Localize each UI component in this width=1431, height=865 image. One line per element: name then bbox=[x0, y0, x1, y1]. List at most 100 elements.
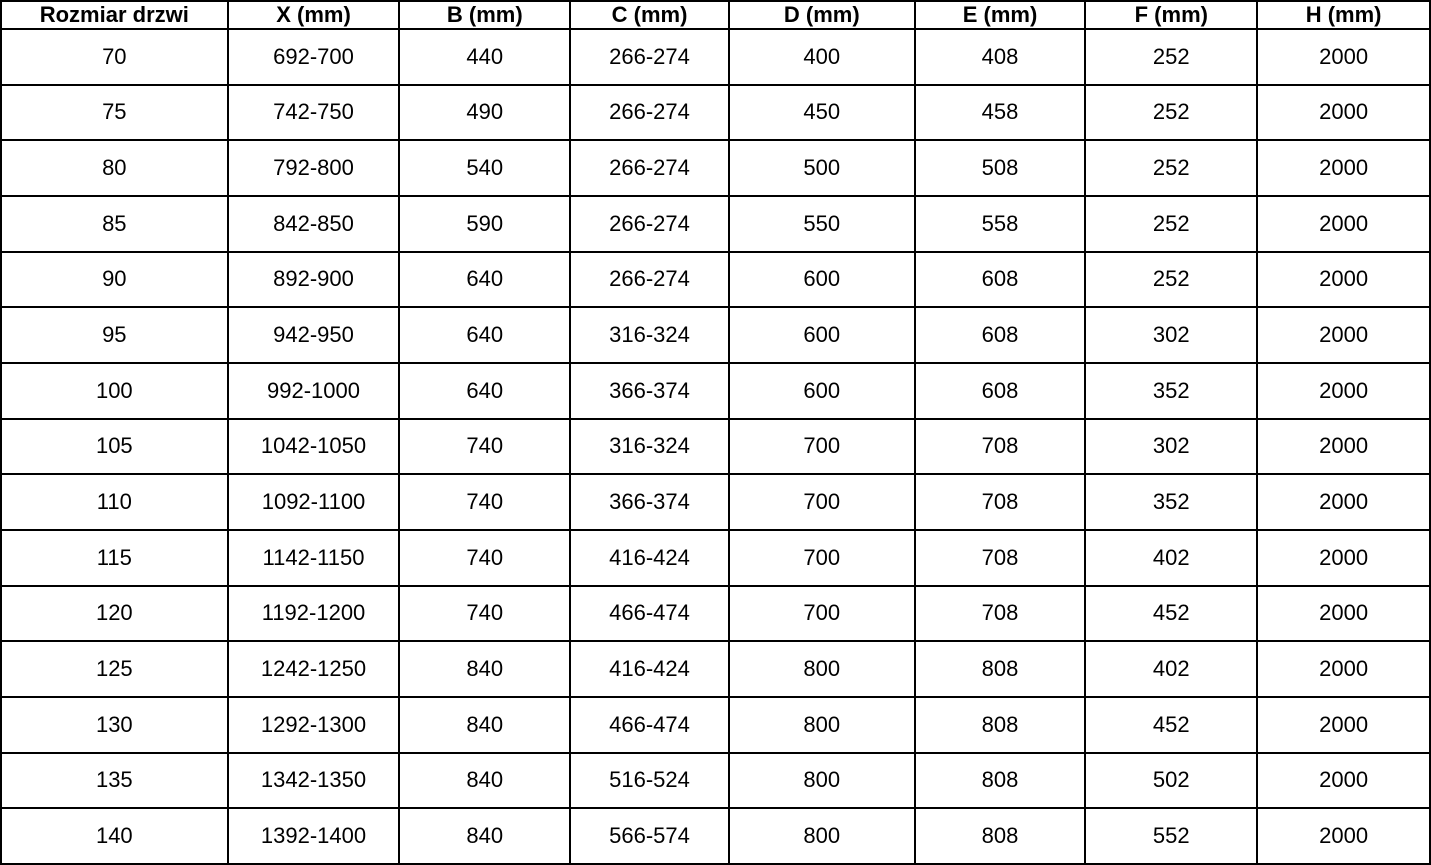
table-cell: 1392-1400 bbox=[226, 807, 401, 865]
table-cell: 840 bbox=[398, 751, 572, 810]
table-cell: 600 bbox=[727, 361, 916, 420]
table-cell: 440 bbox=[398, 28, 572, 86]
table-cell: 1242-1250 bbox=[226, 640, 401, 698]
table-cell: 452 bbox=[1084, 695, 1259, 754]
table-cell: 942-950 bbox=[226, 306, 401, 364]
table-row: 100 992-1000 640 366-374 600 608 352 2000 bbox=[0, 361, 1431, 420]
table-cell: 800 bbox=[727, 807, 916, 865]
table-cell: 608 bbox=[913, 250, 1087, 309]
table-cell: 110 bbox=[0, 473, 229, 531]
table-cell: 700 bbox=[727, 528, 916, 587]
table-cell: 140 bbox=[0, 807, 229, 865]
table-cell: 640 bbox=[398, 250, 572, 309]
table-cell: 266-274 bbox=[569, 194, 730, 253]
table-cell: 540 bbox=[398, 139, 572, 197]
table-cell: 740 bbox=[398, 417, 572, 476]
table-cell: 792-800 bbox=[226, 139, 401, 197]
table-cell: 416-424 bbox=[569, 640, 730, 698]
table-cell: 2000 bbox=[1256, 306, 1431, 364]
table-cell: 708 bbox=[913, 417, 1087, 476]
table-cell: 2000 bbox=[1256, 28, 1431, 86]
table-row: 135 1342-1350 840 516-524 800 808 502 2000 bbox=[0, 751, 1431, 810]
table-cell: 105 bbox=[0, 417, 229, 476]
table-cell: 600 bbox=[727, 250, 916, 309]
table-cell: 708 bbox=[913, 528, 1087, 587]
table-cell: 2000 bbox=[1256, 584, 1431, 643]
column-header: C (mm) bbox=[569, 0, 730, 30]
table-cell: 2000 bbox=[1256, 528, 1431, 587]
table-cell: 302 bbox=[1084, 306, 1259, 364]
table-cell: 640 bbox=[398, 306, 572, 364]
table-cell: 1042-1050 bbox=[226, 417, 401, 476]
table-cell: 252 bbox=[1084, 83, 1259, 142]
table-cell: 740 bbox=[398, 584, 572, 643]
table-cell: 316-324 bbox=[569, 417, 730, 476]
table-cell: 1292-1300 bbox=[226, 695, 401, 754]
table-row: 105 1042-1050 740 316-324 700 708 302 2000 bbox=[0, 417, 1431, 476]
table-cell: 2000 bbox=[1256, 139, 1431, 197]
table-cell: 708 bbox=[913, 584, 1087, 643]
table-cell: 85 bbox=[0, 194, 229, 253]
table-cell: 740 bbox=[398, 528, 572, 587]
table-cell: 302 bbox=[1084, 417, 1259, 476]
table-row: 110 1092-1100 740 366-374 700 708 352 2000 bbox=[0, 473, 1431, 531]
table-cell: 700 bbox=[727, 473, 916, 531]
table-cell: 552 bbox=[1084, 807, 1259, 865]
table-cell: 402 bbox=[1084, 528, 1259, 587]
table-cell: 742-750 bbox=[226, 83, 401, 142]
table-cell: 115 bbox=[0, 528, 229, 587]
table-header: Rozmiar drzwi X (mm) B (mm) C (mm) D (mm) E (… bbox=[0, 0, 1431, 30]
table-cell: 1142-1150 bbox=[226, 528, 401, 587]
table-cell: 508 bbox=[913, 139, 1087, 197]
table-cell: 252 bbox=[1084, 194, 1259, 253]
table-row: 115 1142-1150 740 416-424 700 708 402 2000 bbox=[0, 528, 1431, 587]
table-cell: 452 bbox=[1084, 584, 1259, 643]
table-cell: 600 bbox=[727, 306, 916, 364]
table-cell: 130 bbox=[0, 695, 229, 754]
table-cell: 400 bbox=[727, 28, 916, 86]
column-header: D (mm) bbox=[727, 0, 916, 30]
header-row: Rozmiar drzwi X (mm) B (mm) C (mm) D (mm) E (… bbox=[0, 0, 1431, 30]
table-cell: 590 bbox=[398, 194, 572, 253]
table-cell: 800 bbox=[727, 640, 916, 698]
table-cell: 2000 bbox=[1256, 695, 1431, 754]
table-cell: 516-524 bbox=[569, 751, 730, 810]
table-cell: 402 bbox=[1084, 640, 1259, 698]
column-header: X (mm) bbox=[226, 0, 401, 30]
table-cell: 892-900 bbox=[226, 250, 401, 309]
table-cell: 840 bbox=[398, 807, 572, 865]
table-cell: 566-574 bbox=[569, 807, 730, 865]
table-row: 95 942-950 640 316-324 600 608 302 2000 bbox=[0, 306, 1431, 364]
table-cell: 352 bbox=[1084, 473, 1259, 531]
table-cell: 2000 bbox=[1256, 640, 1431, 698]
table-cell: 800 bbox=[727, 695, 916, 754]
table-cell: 2000 bbox=[1256, 83, 1431, 142]
table-body: 70 692-700 440 266-274 400 408 252 2000 75 742-75… bbox=[0, 28, 1431, 865]
table-cell: 90 bbox=[0, 250, 229, 309]
table-cell: 100 bbox=[0, 361, 229, 420]
table-cell: 2000 bbox=[1256, 361, 1431, 420]
table-cell: 740 bbox=[398, 473, 572, 531]
table-row: 90 892-900 640 266-274 600 608 252 2000 bbox=[0, 250, 1431, 309]
table-cell: 266-274 bbox=[569, 250, 730, 309]
table-row: 80 792-800 540 266-274 500 508 252 2000 bbox=[0, 139, 1431, 197]
table-cell: 1092-1100 bbox=[226, 473, 401, 531]
table-cell: 466-474 bbox=[569, 695, 730, 754]
table-cell: 252 bbox=[1084, 139, 1259, 197]
table-cell: 502 bbox=[1084, 751, 1259, 810]
table-cell: 1342-1350 bbox=[226, 751, 401, 810]
table-cell: 2000 bbox=[1256, 194, 1431, 253]
table-cell: 558 bbox=[913, 194, 1087, 253]
table-row: 70 692-700 440 266-274 400 408 252 2000 bbox=[0, 28, 1431, 86]
table-cell: 640 bbox=[398, 361, 572, 420]
table-row: 120 1192-1200 740 466-474 700 708 452 2000 bbox=[0, 584, 1431, 643]
table-cell: 316-324 bbox=[569, 306, 730, 364]
table-cell: 2000 bbox=[1256, 417, 1431, 476]
table-cell: 266-274 bbox=[569, 83, 730, 142]
table-cell: 95 bbox=[0, 306, 229, 364]
table-cell: 2000 bbox=[1256, 250, 1431, 309]
table-cell: 466-474 bbox=[569, 584, 730, 643]
table-cell: 500 bbox=[727, 139, 916, 197]
table-cell: 70 bbox=[0, 28, 229, 86]
table-cell: 1192-1200 bbox=[226, 584, 401, 643]
